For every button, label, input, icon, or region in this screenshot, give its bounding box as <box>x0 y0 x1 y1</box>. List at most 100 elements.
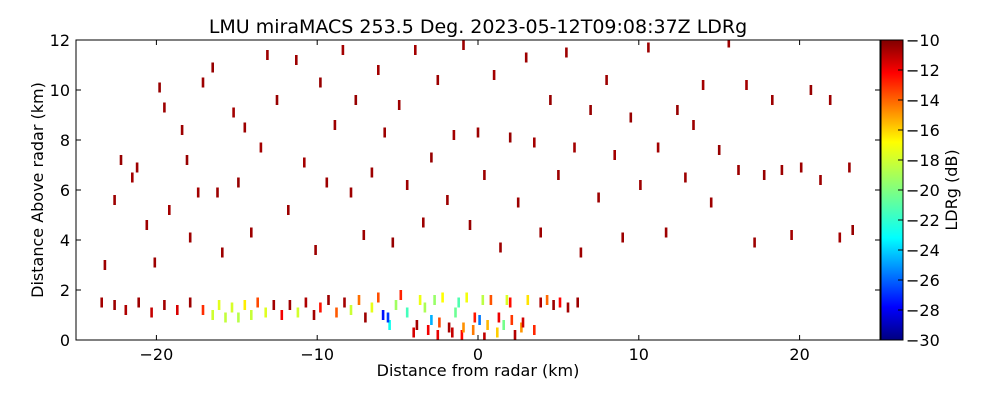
low-return-mark <box>496 327 499 338</box>
low-return-mark <box>513 330 517 340</box>
upper-return-mark <box>422 217 425 228</box>
colorbar-tick-label: −22 <box>906 211 940 230</box>
low-return-mark <box>471 325 475 335</box>
upper-return-mark <box>211 62 214 73</box>
upper-return-mark <box>462 40 465 50</box>
upper-return-mark <box>701 80 705 90</box>
upper-return-mark <box>131 172 134 183</box>
upper-return-mark <box>397 100 401 110</box>
upper-return-mark <box>589 105 592 115</box>
upper-return-mark <box>771 95 774 105</box>
plot-frame <box>75 39 881 341</box>
low-return-mark <box>113 300 116 310</box>
upper-return-mark <box>250 227 253 238</box>
low-return-mark <box>508 297 512 308</box>
upper-return-mark <box>103 260 107 270</box>
upper-return-mark <box>780 165 784 175</box>
low-return-mark <box>558 297 562 308</box>
upper-return-mark <box>790 230 793 240</box>
upper-return-mark <box>349 187 353 198</box>
upper-return-mark <box>185 155 189 165</box>
low-return-mark <box>412 327 415 338</box>
upper-return-mark <box>499 242 502 253</box>
low-return-mark <box>457 297 460 308</box>
upper-return-mark <box>851 225 854 235</box>
upper-return-mark <box>295 55 298 65</box>
low-return-mark <box>426 325 430 335</box>
upper-return-mark <box>524 52 528 63</box>
upper-return-mark <box>647 42 650 53</box>
colorbar-tick-label: −26 <box>906 271 940 290</box>
upper-return-mark <box>737 165 740 175</box>
upper-return-mark <box>516 197 520 208</box>
upper-return-mark <box>684 172 687 183</box>
low-return-mark <box>545 295 549 305</box>
upper-return-mark <box>370 167 374 178</box>
low-return-mark <box>386 312 390 323</box>
data-marks <box>100 40 854 340</box>
low-return-mark <box>137 297 140 308</box>
y-tick-label: 10 <box>50 81 70 100</box>
low-return-mark <box>335 307 338 318</box>
low-return-mark <box>576 297 579 308</box>
low-return-mark <box>478 315 481 325</box>
upper-return-mark <box>158 82 161 93</box>
y-tick-label: 4 <box>60 231 70 250</box>
upper-return-mark <box>216 187 219 198</box>
low-return-mark <box>415 320 419 330</box>
upper-return-mark <box>613 150 616 160</box>
upper-return-mark <box>664 227 668 238</box>
upper-return-mark <box>243 122 247 133</box>
upper-return-mark <box>717 145 721 155</box>
low-return-mark <box>304 297 308 308</box>
low-return-mark <box>243 300 247 310</box>
colorbar-tick-label: −24 <box>906 241 940 260</box>
upper-return-mark <box>539 227 542 238</box>
upper-return-mark <box>676 105 679 115</box>
low-return-mark <box>436 330 440 340</box>
upper-return-mark <box>319 77 322 88</box>
x-axis-label: Distance from radar (km) <box>377 361 580 380</box>
low-return-mark <box>462 322 465 333</box>
low-return-mark <box>533 325 536 335</box>
upper-return-mark <box>597 192 600 203</box>
colorbar-tick-label: −12 <box>906 61 940 80</box>
upper-return-mark <box>557 170 560 180</box>
x-tick-label: 0 <box>473 345 483 364</box>
upper-return-mark <box>163 102 166 113</box>
low-return-mark <box>520 322 523 333</box>
colorbar-tick-label: −18 <box>906 151 940 170</box>
upper-return-mark <box>113 195 116 205</box>
upper-return-mark <box>168 205 171 215</box>
low-return-mark <box>256 297 259 308</box>
low-return-mark <box>150 307 153 318</box>
upper-return-mark <box>436 75 440 85</box>
low-return-mark <box>381 310 385 320</box>
chart-title: LMU miraMACS 253.5 Deg. 2023-05-12T09:08… <box>209 16 747 38</box>
low-return-mark <box>451 327 454 338</box>
upper-return-mark <box>838 232 842 243</box>
low-return-mark <box>211 310 214 320</box>
low-return-mark <box>539 297 542 308</box>
upper-return-mark <box>333 120 337 130</box>
low-return-mark <box>510 315 514 325</box>
upper-return-mark <box>656 142 660 153</box>
upper-return-mark <box>383 127 386 138</box>
low-return-mark <box>237 312 240 323</box>
low-return-mark <box>483 332 486 340</box>
x-axis: −20 −10 0 10 20 <box>140 40 810 364</box>
upper-return-mark <box>135 162 139 173</box>
low-return-mark <box>418 295 422 305</box>
y-tick-label: 8 <box>60 131 70 150</box>
low-return-mark <box>319 302 322 313</box>
low-return-mark <box>486 320 489 330</box>
low-return-mark <box>272 300 276 310</box>
low-return-mark <box>473 312 477 323</box>
low-return-mark <box>505 295 509 305</box>
upper-return-mark <box>362 230 366 240</box>
upper-return-mark <box>476 127 480 138</box>
upper-return-mark <box>629 112 633 123</box>
y-tick-label: 2 <box>60 281 70 300</box>
low-return-mark <box>217 300 221 310</box>
